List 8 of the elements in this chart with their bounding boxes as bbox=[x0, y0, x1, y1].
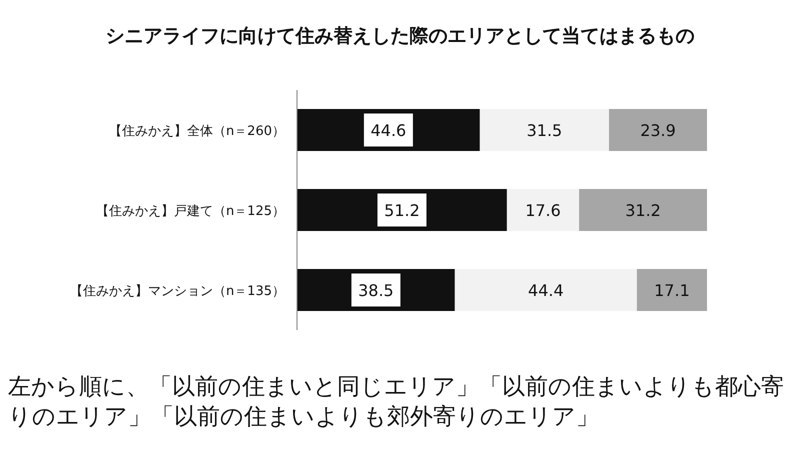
data-label: 38.5 bbox=[358, 281, 394, 300]
y-tick-label: 【住みかえ】全体（n＝260） bbox=[108, 124, 285, 139]
data-label: 51.2 bbox=[384, 201, 420, 220]
title: シニアライフに向けて住み替えした際のエリアとして当てはまるもの bbox=[106, 25, 694, 47]
text: 左から順に、「以前の住まいと同じエリア」「以前の住まいよりも都心寄りのエリア」「以前の住まいよりも郊外寄りのエリア」 bbox=[8, 373, 785, 432]
y-tick-label: 【住みかえ】戸建て（n＝125） bbox=[96, 204, 285, 219]
y-tick-label: 【住みかえ】マンション（n＝135） bbox=[70, 284, 285, 299]
data-label: 44.6 bbox=[370, 121, 406, 140]
